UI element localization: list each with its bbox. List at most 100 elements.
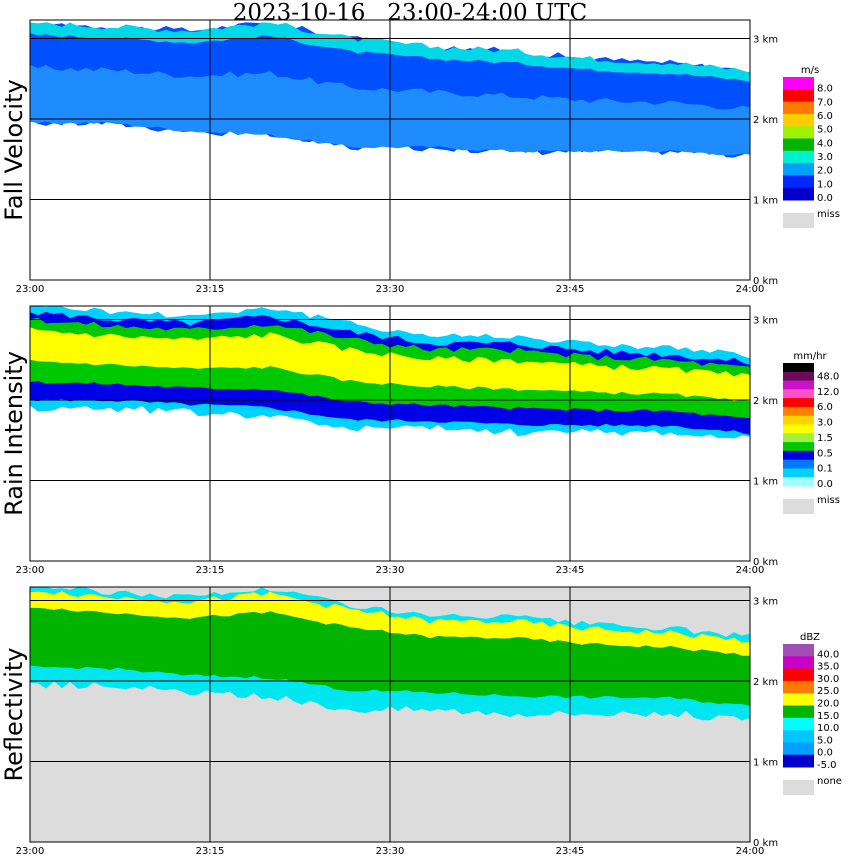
colorbar-label: 20.0 [817, 699, 839, 710]
colorbar-miss-label: miss [817, 495, 840, 506]
x-tick-label: 24:00 [736, 565, 765, 576]
colorbar-label: 0.5 [817, 448, 833, 459]
x-tick-label: 23:30 [376, 846, 405, 857]
colorbar-cell [783, 398, 814, 408]
colorbar-label: 3.0 [817, 418, 833, 429]
x-tick-label: 23:00 [16, 284, 45, 295]
colorbar-miss-swatch [783, 213, 814, 228]
colorbar-cell [783, 693, 814, 706]
colorbar-cell [783, 705, 814, 719]
colorbar-cell [783, 163, 814, 176]
colorbar-cell [783, 717, 814, 731]
panel-rain-intensity: 0 km 1 km 2 km 3 km 23:00 23:15 23:30 23:45 24:0… [0, 305, 840, 576]
colorbar-cell [783, 175, 814, 189]
colorbar-label: 0.0 [817, 748, 833, 759]
colorbar-cell [783, 371, 814, 382]
colorbar-cell [783, 113, 814, 127]
colorbar-cell [783, 424, 814, 434]
colorbar-label: 5.0 [817, 735, 833, 746]
y-tick-label: 3 km [753, 35, 778, 46]
colorbar-unit: mm/hr [793, 351, 827, 362]
colorbar-cell [783, 433, 814, 443]
y-tick-label: 2 km [753, 115, 778, 126]
colorbar-label: 6.0 [817, 402, 833, 413]
colorbar-label: 6.0 [817, 111, 833, 122]
y-tick-label: 0 km [753, 838, 778, 849]
colorbar-cell [783, 126, 814, 139]
y-tick-label: 3 km [753, 597, 778, 608]
colorbar-label: -5.0 [817, 760, 837, 771]
x-tick-label: 23:30 [376, 565, 405, 576]
colorbar-label: 2.0 [817, 166, 833, 177]
colorbar-label: 0.1 [817, 464, 833, 475]
colorbar-unit: m/s [801, 65, 819, 76]
x-tick-label: 23:45 [556, 565, 585, 576]
panel-title: Rain Intensity [0, 351, 28, 516]
colorbar-cell [783, 644, 814, 657]
colorbar-label: 1.0 [817, 179, 833, 190]
colorbar-label: 0.0 [817, 479, 833, 490]
x-tick-label: 23:45 [556, 284, 585, 295]
colorbar-label: 5.0 [817, 125, 833, 136]
colorbar-label: 10.0 [817, 723, 839, 734]
y-tick-label: 1 km [753, 477, 778, 488]
panel-fall-velocity: 0 km 1 km 2 km 3 km 23:00 23:15 23:30 23:45 24:0… [0, 19, 840, 295]
colorbar-label: 8.0 [817, 84, 833, 95]
colorbar-cell [783, 101, 814, 115]
colorbar-cell [783, 442, 814, 452]
x-tick-label: 24:00 [736, 846, 765, 857]
x-tick-label: 23:00 [16, 846, 45, 857]
plot-frame [29, 586, 751, 843]
colorbar-cell [783, 150, 814, 164]
y-tick-label: 2 km [753, 396, 778, 407]
colorbar-label: 48.0 [817, 371, 839, 382]
colorbar-miss-label: miss [817, 209, 840, 220]
colorbar-cell [783, 415, 814, 425]
colorbar-cell [783, 389, 814, 399]
colorbar-label: 35.0 [817, 662, 839, 673]
colorbar-label: 30.0 [817, 674, 839, 685]
colorbar-cell [783, 656, 814, 670]
x-tick-label: 23:15 [196, 565, 225, 576]
colorbar-cell [783, 468, 814, 478]
colorbar-cell [783, 668, 814, 682]
colorbar-label: 40.0 [817, 649, 839, 660]
y-tick-label: 3 km [753, 316, 778, 327]
plot-frame [29, 19, 751, 281]
panel-title: Reflectivity [0, 647, 28, 781]
colorbar-label: 15.0 [817, 711, 839, 722]
colorbar-label: 12.0 [817, 387, 839, 398]
colorbar-miss-swatch [783, 499, 814, 514]
colorbar-label: 4.0 [817, 138, 833, 149]
colorbar-cell [783, 77, 814, 90]
y-tick-label: 0 km [753, 557, 778, 568]
x-tick-label: 23:45 [556, 846, 585, 857]
colorbar-cell [783, 754, 814, 768]
colorbar-label: 25.0 [817, 686, 839, 697]
x-tick-label: 23:15 [196, 846, 225, 857]
colorbar-cell [783, 138, 814, 152]
colorbar-cell [783, 680, 814, 694]
colorbar-cell [783, 187, 814, 201]
colorbar-cell [783, 730, 814, 743]
plot-frame [29, 305, 751, 562]
panel-reflectivity: 0 km 1 km 2 km 3 km 23:00 23:15 23:30 23:45 24:0… [0, 586, 842, 857]
colorbar-cell [783, 363, 814, 373]
x-tick-label: 24:00 [736, 284, 765, 295]
x-tick-label: 23:15 [196, 284, 225, 295]
colorbar-cell [783, 477, 814, 487]
colorbar-cell [783, 742, 814, 756]
y-tick-label: 0 km [753, 276, 778, 287]
colorbar-label: 3.0 [817, 152, 833, 163]
colorbar-cell [783, 380, 814, 390]
colorbar-unit: dBZ [800, 632, 820, 643]
colorbar-cell [783, 89, 814, 103]
colorbar-label: 1.5 [817, 433, 833, 444]
y-tick-label: 1 km [753, 758, 778, 769]
y-tick-label: 1 km [753, 196, 778, 207]
colorbar-cell [783, 406, 814, 417]
colorbar-cell [783, 450, 814, 461]
x-tick-label: 23:30 [376, 284, 405, 295]
